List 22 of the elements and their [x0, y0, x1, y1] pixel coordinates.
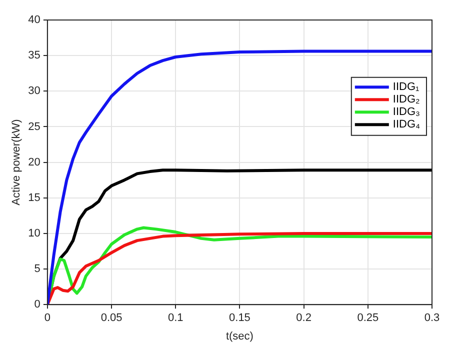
legend-label: IIDG₃: [392, 106, 420, 118]
x-tick-label: 0.25: [357, 312, 379, 324]
y-axis-title: Active power(kW): [10, 119, 23, 206]
y-tick-label: 25: [28, 120, 40, 133]
x-axis-title: t(sec): [226, 330, 254, 342]
y-tick-label: 0: [34, 298, 40, 311]
y-tick-label: 30: [28, 85, 40, 98]
x-tick-label: 0.2: [296, 312, 312, 324]
y-tick-label: 5: [34, 263, 40, 276]
y-tick-label: 10: [28, 227, 40, 240]
y-tick-label: 20: [28, 156, 40, 168]
legend-label: IIDG₁: [392, 81, 420, 94]
y-tick-label: 15: [28, 192, 40, 204]
x-tick-label: 0.15: [229, 312, 250, 324]
y-tick-label: 40: [28, 14, 40, 26]
legend-label: IIDG₂: [392, 94, 420, 106]
x-tick-label: 0.05: [100, 312, 122, 324]
legend-label: IIDG₄: [392, 118, 421, 131]
x-tick-label: 0.3: [424, 312, 440, 324]
x-tick-label: 0.1: [168, 312, 184, 324]
y-tick-label: 35: [28, 50, 40, 62]
x-tick-label: 0: [44, 312, 50, 324]
